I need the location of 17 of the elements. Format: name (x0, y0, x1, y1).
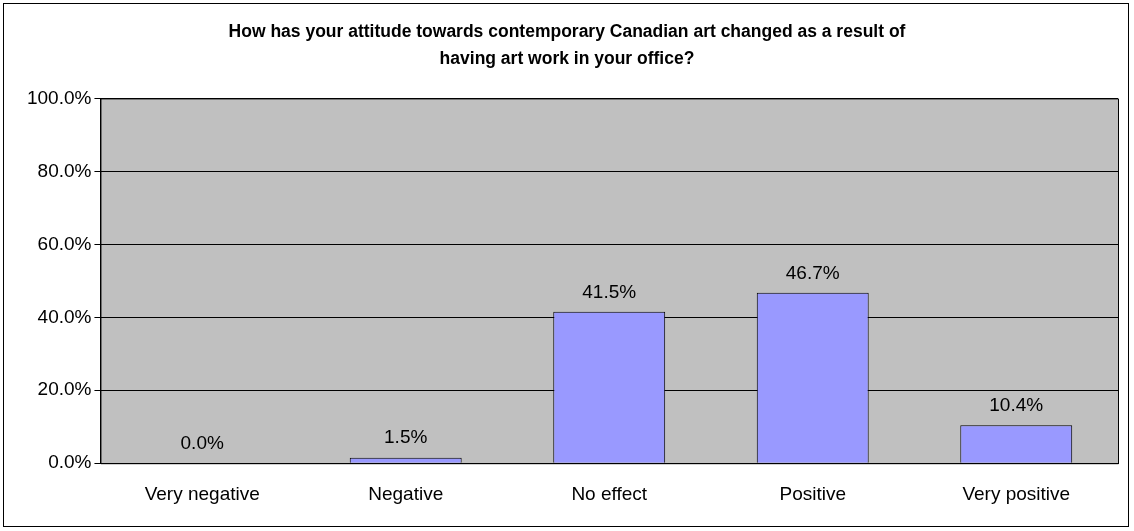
data-label: 10.4% (989, 394, 1044, 415)
chart-title: How has your attitude towards contemporary Canadian art changed as a result of having art work in your office? (227, 20, 907, 70)
data-label: 46.7% (785, 261, 840, 283)
x-tick-label: Very negative (144, 482, 260, 504)
y-tick-label: 0.0% (48, 451, 92, 473)
data-label: 1.5% (384, 426, 428, 448)
y-tick-label: 60.0% (37, 232, 92, 254)
y-tick-label: 40.0% (37, 305, 92, 327)
y-tick-label: 80.0% (37, 159, 92, 181)
y-tick-label: 100.0% (26, 86, 92, 108)
x-tick-label: Very positive (962, 482, 1071, 504)
x-tick-label: Positive (779, 482, 846, 504)
data-label: 41.5% (582, 280, 637, 302)
x-tick-label: No effect (571, 482, 648, 504)
data-label: 0.0% (180, 431, 224, 453)
x-tick-label: Negative (368, 482, 444, 504)
y-tick-label: 20.0% (37, 378, 92, 400)
